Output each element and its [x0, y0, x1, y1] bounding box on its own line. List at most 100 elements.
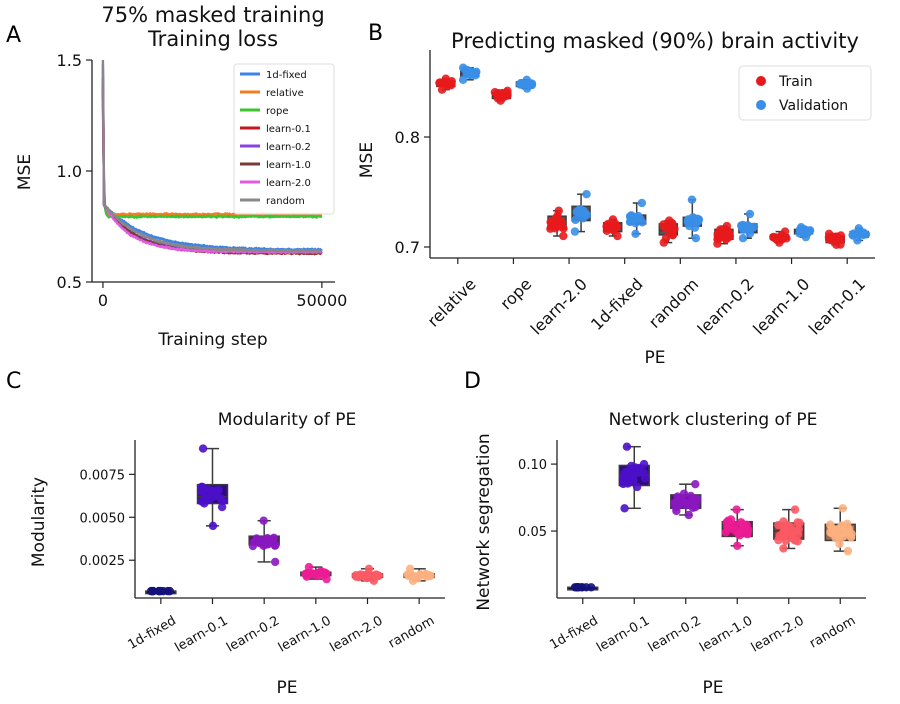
panel-d-learn-0.2-point [684, 510, 693, 520]
panel-b-learn-0.1-train-point [832, 237, 842, 246]
panel-b-learn-2.0-validation-point [582, 190, 591, 199]
panel-a-ytick-label: 1.0 [57, 162, 82, 181]
panel-b-relative-validation-point [458, 75, 468, 85]
panel-d-xtick-label: 1d-fixed [547, 613, 600, 652]
panel-d-network-clustering: Network clustering of PE Network segrega… [474, 410, 866, 698]
panel-b-learn-1.0-validation-point [795, 225, 805, 234]
panel-c-learn-0.1-point [203, 494, 212, 503]
panel-c-learn-0.1-point [217, 495, 226, 504]
panel-b-learn-0.2-validation-point [746, 224, 755, 233]
panel-a-supertitle: 75% masked training [101, 3, 324, 27]
panel-b-random-validation-point [684, 215, 693, 224]
panel-d-learn-0.2-point [679, 489, 689, 498]
panel-b-masked-brain-activity: Predicting masked (90%) brain activity M… [357, 29, 875, 368]
panel-c-xtick-label: learn-0.1 [173, 613, 231, 655]
panel-d-random-point [826, 528, 835, 537]
panel-b-random-train-point [659, 220, 668, 229]
panel-a-line-rope [101, 104, 323, 219]
panel-d-random-point [838, 504, 847, 513]
panel-d-ytick-label: 0.05 [518, 525, 547, 540]
panel-d-learn-1.0-point [741, 526, 750, 536]
panel-d-xlabel: PE [703, 678, 724, 698]
panel-c-learn-1.0-point [313, 571, 322, 581]
panel-d-learn-0.2-point [672, 498, 681, 508]
panel-d-learn-0.2-point [685, 500, 694, 509]
panel-a-title: Training loss [147, 27, 278, 51]
panel-b-learn-2.0-train-point [559, 231, 568, 241]
panel-d-ytick-label: 0.10 [518, 458, 547, 473]
panel-a-legend-label: 1d-fixed [266, 70, 307, 81]
panel-b-learn-2.0-train-point [551, 214, 560, 223]
panel-b-relative-validation-point [462, 65, 472, 75]
panel-letter-d: D [464, 369, 481, 394]
panel-b-learn-0.2-validation-point [738, 221, 747, 231]
panel-d-learn-0.1-point [639, 459, 649, 469]
panel-c-1d-fixed-point [155, 586, 164, 596]
panel-d-ylabel: Network segregation [474, 433, 494, 610]
panel-d-learn-0.2-point [672, 506, 681, 516]
panel-b-learn-2.0-train-point [557, 217, 567, 227]
panel-d-learn-2.0-point [779, 544, 788, 553]
panel-d-learn-1.0-point [734, 529, 743, 539]
panel-d-learn-2.0-point [787, 531, 796, 540]
panel-b-random-validation-point [693, 217, 702, 227]
panel-b-ytick-label: 0.7 [395, 238, 420, 257]
panel-b-random-train-point [666, 227, 676, 237]
panel-b-ytick-label: 0.8 [395, 128, 420, 147]
panel-c-random-point [409, 572, 419, 581]
panel-d-learn-0.1-point [620, 469, 629, 478]
panel-letter-c: C [6, 369, 21, 394]
panel-a-xtick-label: 0 [98, 291, 108, 310]
panel-b-legend-marker-train [756, 76, 766, 86]
panel-a-training-loss: 75% masked training Training loss MSE Tr… [15, 3, 347, 350]
panel-d-xtick-label: learn-0.2 [646, 613, 704, 655]
panel-b-xtick-label: random [645, 274, 702, 331]
panel-a-legend-label: learn-1.0 [266, 160, 311, 171]
panel-a-ytick-label: 0.5 [57, 273, 82, 292]
panel-c-xtick-label: learn-2.0 [328, 613, 386, 655]
panel-b-legend: Train Validation [738, 65, 872, 121]
panel-c-xtick-label: random [386, 613, 437, 651]
panel-b-1d-fixed-validation-point [631, 229, 640, 238]
panel-b-title: Predicting masked (90%) brain activity [451, 29, 859, 53]
panel-b-xtick-label: 1d-fixed [587, 274, 647, 334]
panel-c-ytick-label: 0.0025 [80, 554, 126, 569]
panel-b-1d-fixed-train-point [603, 219, 613, 229]
panel-b-learn-0.1-validation-point [859, 228, 868, 237]
panel-b-ylabel: MSE [357, 142, 377, 178]
panel-c-xtick-label: learn-1.0 [276, 613, 334, 655]
panel-d-learn-0.2-point [693, 495, 702, 504]
panel-c-ylabel: Modularity [29, 477, 49, 567]
panel-c-learn-0.1-point [198, 444, 208, 453]
panel-b-xtick-label: rope [496, 274, 535, 313]
panel-c-learn-0.1-point [212, 486, 221, 496]
panel-d-learn-2.0-point [790, 505, 800, 514]
panel-c-xtick-label: 1d-fixed [125, 613, 178, 652]
panel-d-random-point [826, 520, 835, 529]
panel-d-1d-fixed-point [582, 583, 591, 592]
panel-c-learn-0.2-point [270, 557, 280, 567]
panel-d-learn-2.0-point [782, 522, 791, 531]
panel-c-ytick-label: 0.0075 [80, 468, 126, 483]
panel-c-learn-0.1-point [217, 502, 227, 512]
panel-d-learn-0.1-point [627, 461, 636, 471]
panel-b-legend-marker-validation [756, 100, 766, 110]
panel-a-ylabel: MSE [15, 154, 35, 190]
panel-b-learn-0.2-train-point [716, 233, 726, 242]
panel-d-random-point [843, 546, 853, 556]
panel-a-legend-label: rope [266, 106, 289, 117]
panel-b-random-train-point [661, 233, 671, 243]
panel-b-xtick-label: relative [424, 274, 480, 330]
panel-b-legend-frame [738, 65, 872, 121]
panel-b-xtick-label: learn-1.0 [749, 274, 813, 338]
panel-b-learn-0.2-validation-point [745, 209, 755, 219]
panel-d-learn-1.0-point [733, 541, 742, 550]
panel-b-random-validation-point [691, 234, 701, 243]
panel-c-title: Modularity of PE [218, 410, 356, 430]
panel-a-legend-label: learn-0.2 [266, 142, 311, 153]
panel-c-learn-2.0-point [364, 573, 373, 582]
panel-b-relative-train-point [446, 81, 456, 90]
panel-c-learn-0.1-point [197, 482, 207, 491]
panel-a-line-random [101, 59, 323, 254]
